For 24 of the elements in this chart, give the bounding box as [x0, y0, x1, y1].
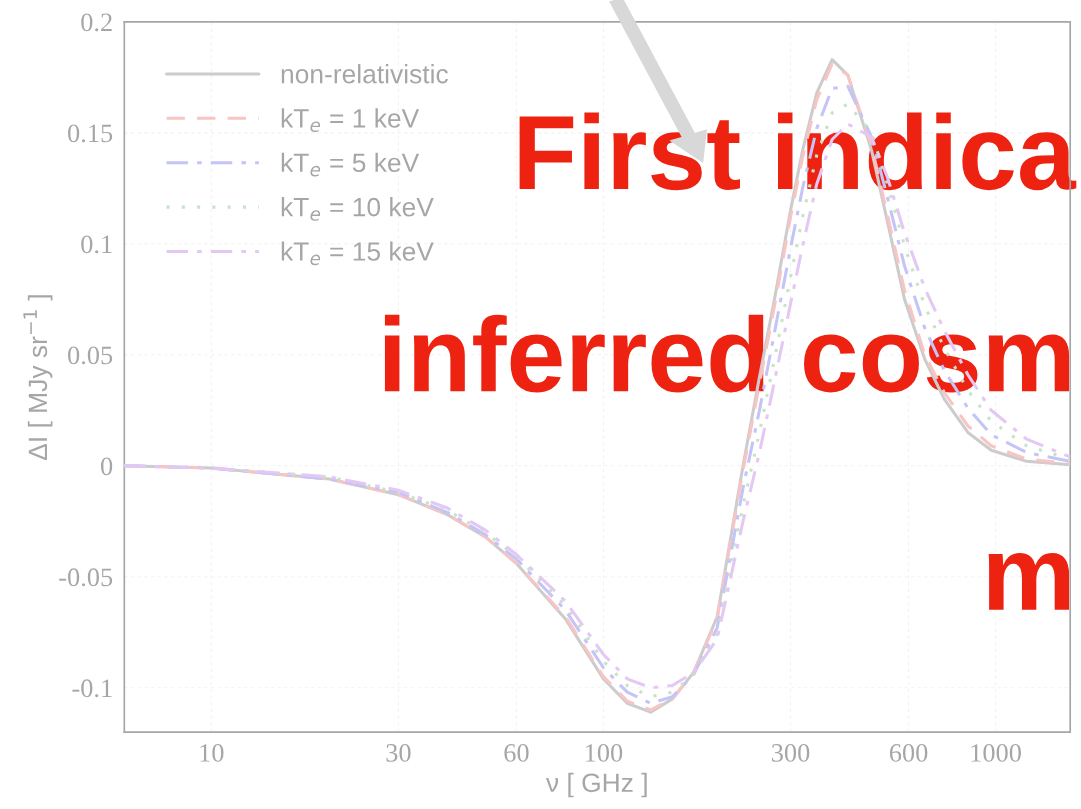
annotation: inferred cosm — [384, 314, 1070, 393]
annotation: m — [988, 552, 1070, 610]
x-tick-label: 300 — [771, 744, 810, 762]
legend-label: kT$_{e}$ = 10 keV — [281, 197, 434, 221]
annotation: First indica — [519, 112, 1077, 191]
x-tick-label: 600 — [889, 744, 928, 762]
y-tick-label: 0.1 — [81, 235, 112, 254]
x-tick-label: 100 — [585, 744, 623, 762]
y-tick-label: 0.15 — [68, 124, 113, 143]
y-tick-label: 0 — [101, 457, 113, 476]
x-tick-label: 1000 — [971, 744, 1021, 762]
x-tick-label: 10 — [200, 744, 224, 762]
y-axis-title: ΔI [ MJy sr$^{−1}$ ] — [23, 295, 53, 460]
x-tick-label: 30 — [386, 744, 411, 762]
legend-label: kT$_{e}$ = 1 keV — [281, 108, 420, 133]
y-tick-label: 0.2 — [81, 13, 112, 32]
y-tick-label: -0.1 — [72, 679, 112, 698]
y-tick-label: -0.05 — [59, 568, 113, 587]
y-tick-label: 0.05 — [68, 346, 113, 365]
legend-label: kT$_{e}$ = 5 keV — [281, 152, 420, 177]
x-axis-title: ν [ GHz ] — [545, 772, 647, 798]
legend-label: non-relativistic — [281, 64, 448, 84]
legend-label: kT$_{e}$ = 15 keV — [281, 241, 434, 266]
x-tick-label: 60 — [504, 744, 529, 762]
